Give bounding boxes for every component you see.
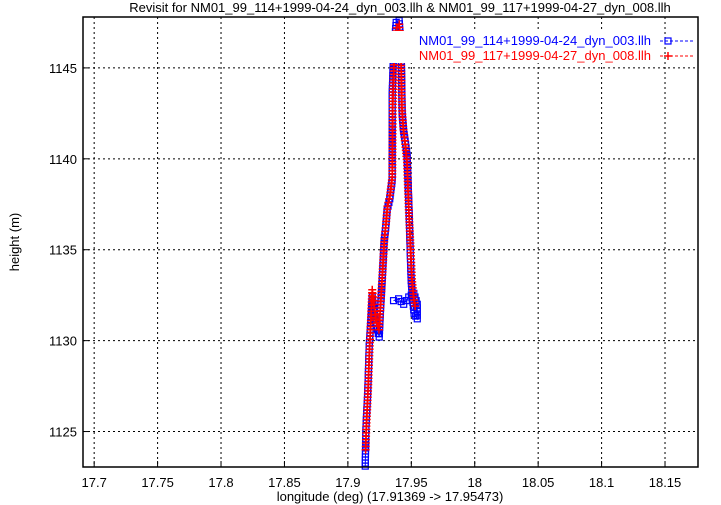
x-tick-label: 17.9: [335, 475, 360, 490]
x-tick-label: 18.15: [649, 475, 682, 490]
legend-entry-series-1: NM01_99_114+1999-04-24_dyn_003.llh: [419, 33, 651, 48]
y-tick-label: 1145: [49, 61, 77, 76]
data-point: [371, 314, 380, 323]
y-tick-label: 1130: [49, 334, 77, 349]
x-tick-label: 17.95: [395, 475, 428, 490]
legend-background: [378, 31, 654, 63]
x-tick-label: 17.8: [208, 475, 233, 490]
x-tick-label: 17.85: [268, 475, 301, 490]
x-tick-label: 18.1: [589, 475, 614, 490]
data-point: [413, 315, 421, 323]
chart-title: Revisit for NM01_99_114+1999-04-24_dyn_0…: [129, 0, 671, 15]
x-tick-label: 18: [467, 475, 481, 490]
legend: NM01_99_114+1999-04-24_dyn_003.llh NM01_…: [378, 31, 695, 63]
x-tick-label: 17.7: [82, 475, 107, 490]
legend-marker-sample: [664, 52, 672, 60]
x-tick-label: 17.75: [141, 475, 174, 490]
legend-entry-series-2: NM01_99_117+1999-04-27_dyn_008.llh: [419, 48, 651, 63]
data-point: [413, 311, 421, 319]
data-point: [384, 198, 393, 207]
data-point: [411, 302, 420, 311]
x-axis-label: longitude (deg) (17.91369 -> 17.95473): [277, 489, 504, 504]
data-point: [395, 295, 403, 303]
data-point: [385, 194, 394, 203]
y-axis-ticks: 1125 1130 1135 1140 1145: [49, 61, 89, 440]
data-point: [389, 297, 398, 305]
x-axis-ticks: 17.7 17.75 17.8 17.85 17.9 17.95 18 18.05 18.1 18…: [82, 461, 682, 490]
y-axis-label: height (m): [7, 213, 22, 272]
data-point: [383, 202, 392, 211]
series-layer: [361, 17, 421, 470]
y-tick-label: 1135: [49, 243, 77, 258]
data-point: [413, 304, 421, 312]
plot-frame: [82, 16, 699, 468]
legend-marker-sample: [664, 37, 672, 45]
x-tick-label: 18.05: [522, 475, 555, 490]
data-point: [413, 307, 421, 316]
y-tick-label: 1125: [49, 425, 77, 440]
y-tick-label: 1140: [49, 152, 77, 167]
grid: [83, 17, 698, 467]
